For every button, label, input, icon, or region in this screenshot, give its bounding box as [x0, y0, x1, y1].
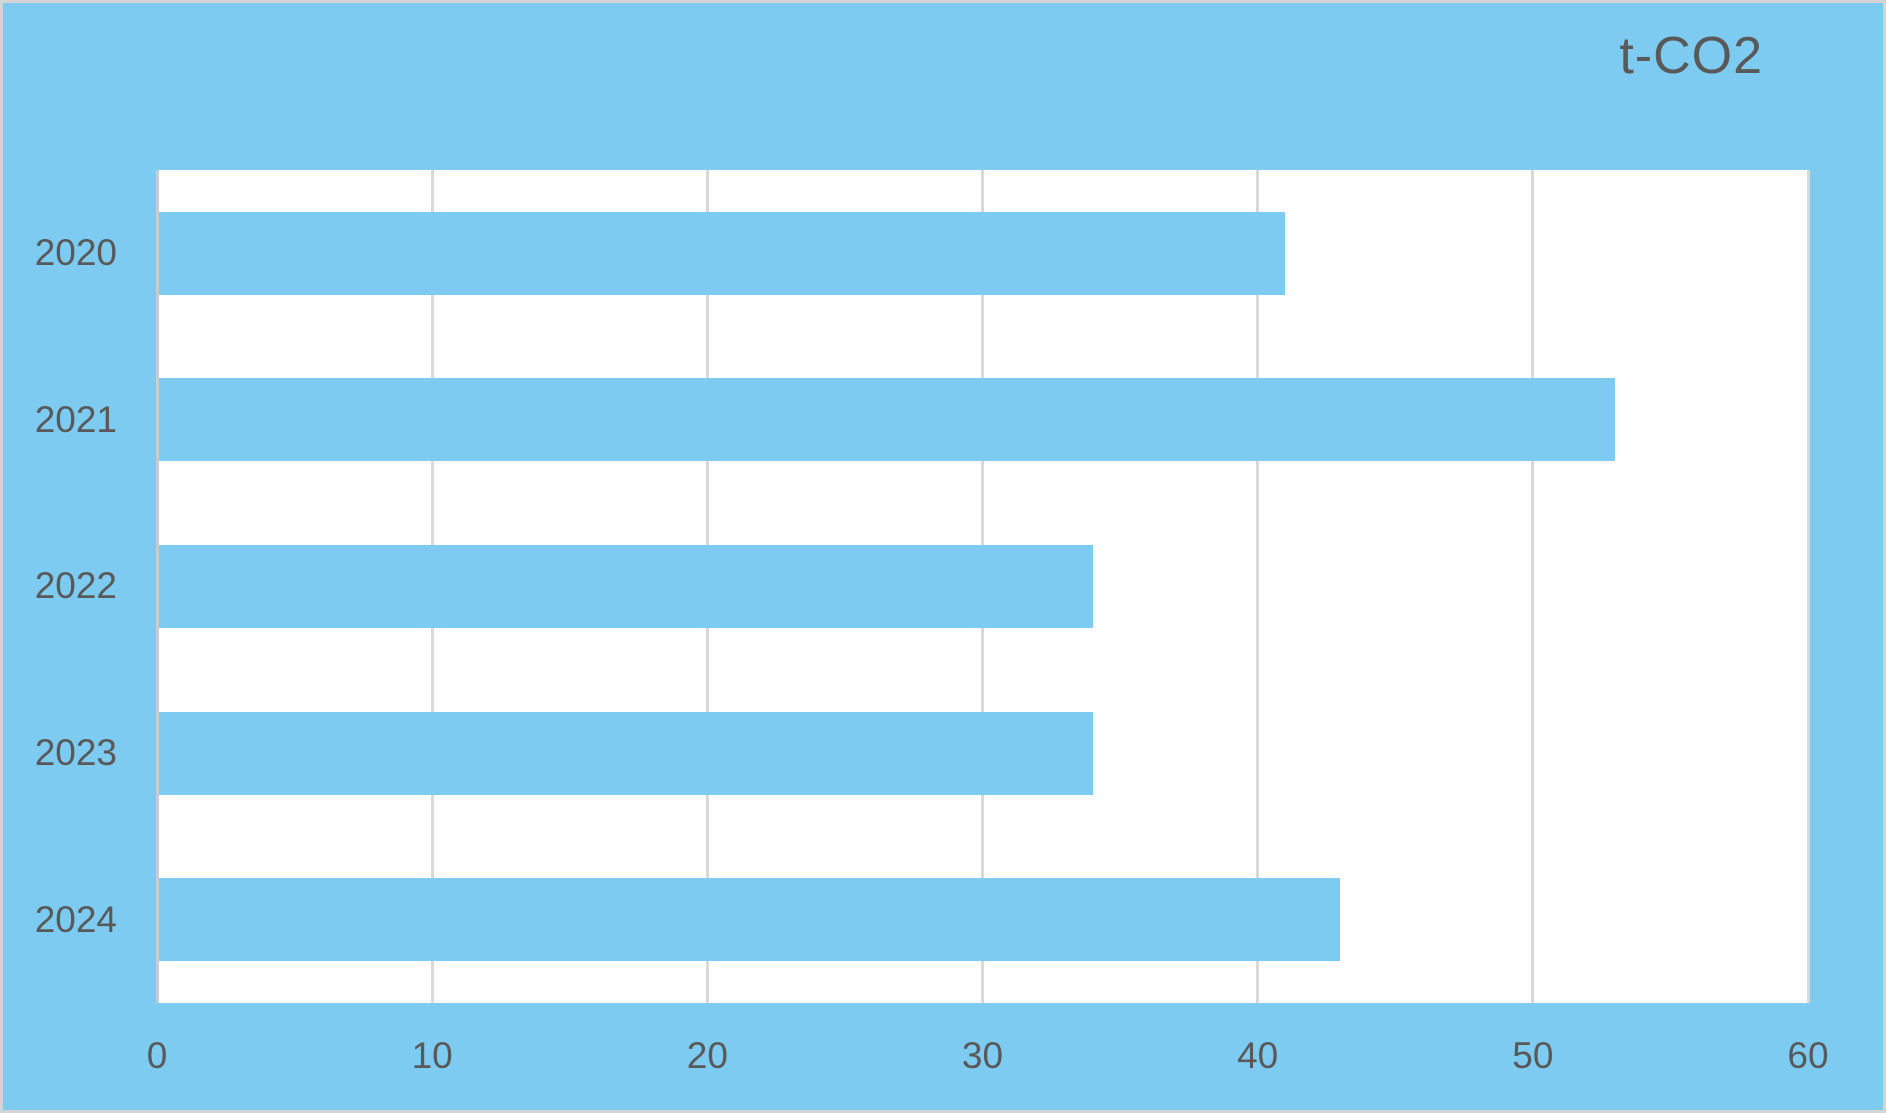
x-axis-tick-label: 60 [1787, 1035, 1829, 1076]
x-axis-tick-label: 10 [411, 1035, 453, 1076]
plot-area [155, 170, 1810, 1003]
x-axis-tick-label: 30 [961, 1035, 1004, 1076]
bar-2020[interactable] [157, 211, 1286, 295]
x-axis-tick-label: 40 [1237, 1035, 1279, 1076]
vertical-gridline [1531, 170, 1535, 1003]
y-axis-label: 2024 [34, 898, 117, 940]
vertical-gridline [1256, 170, 1260, 1003]
bar-2021[interactable] [157, 378, 1616, 462]
bar-2022[interactable] [157, 545, 1093, 628]
x-axis-tick-label: 20 [686, 1035, 728, 1076]
bar-2023[interactable] [157, 711, 1093, 795]
y-axis-label: 2022 [34, 565, 117, 607]
y-axis-label: 2021 [34, 398, 117, 440]
chart-title: t-CO2 [1619, 27, 1763, 85]
y-axis-line [155, 170, 159, 1003]
y-axis-label: 2020 [34, 232, 117, 274]
x-axis-tick-label: 0 [146, 1035, 168, 1076]
vertical-gridline [1806, 170, 1810, 1003]
x-axis-tick-label: 50 [1512, 1035, 1554, 1076]
y-axis-label: 2023 [34, 732, 117, 774]
bar-2024[interactable] [157, 878, 1341, 962]
